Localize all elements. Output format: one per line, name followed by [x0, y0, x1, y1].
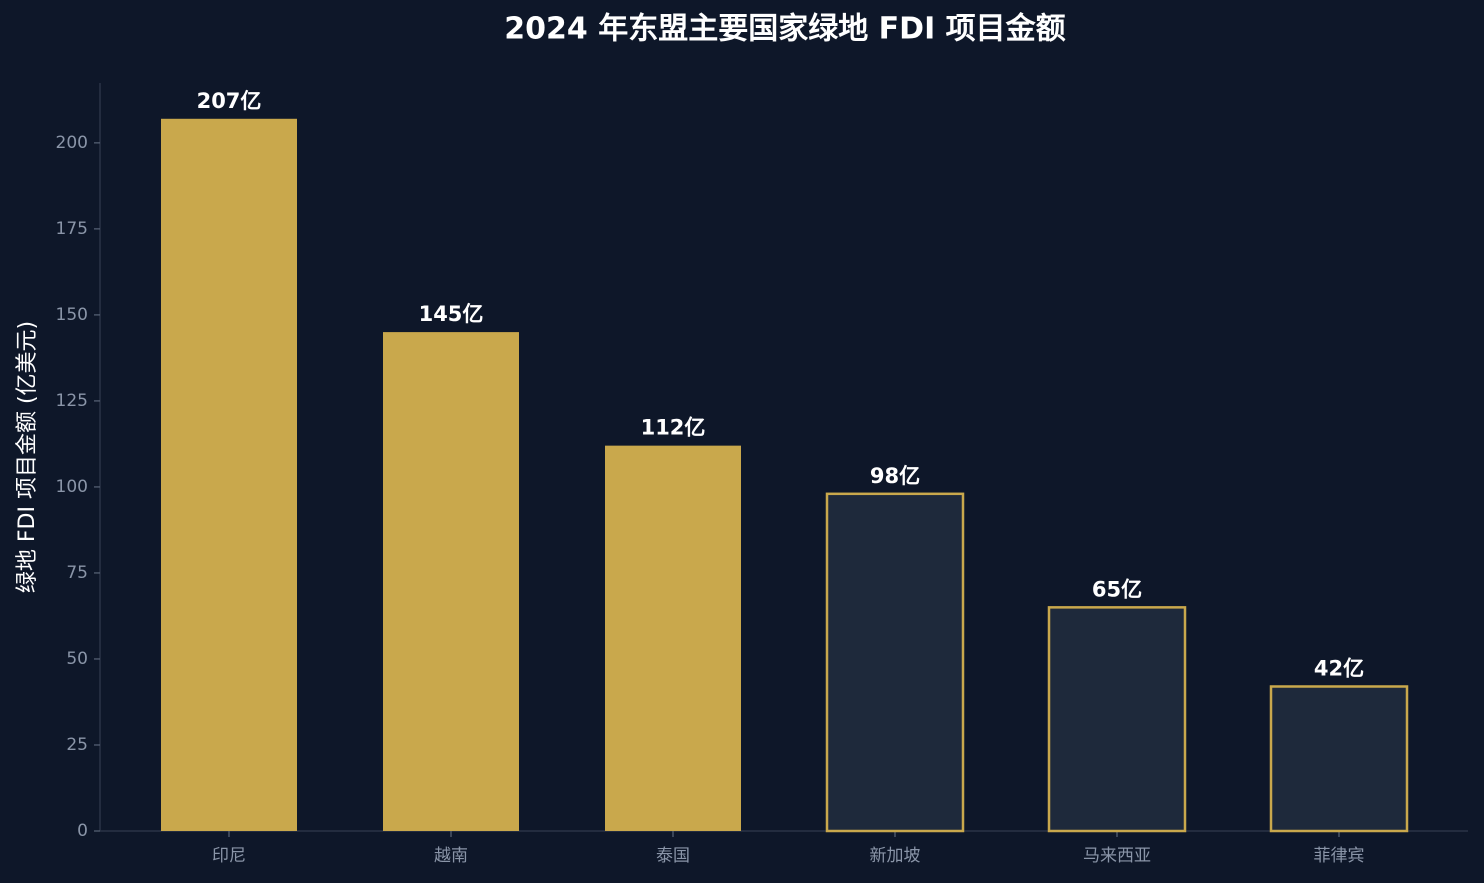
chart-title: 2024 年东盟主要国家绿地 FDI 项目金额 [504, 12, 1065, 47]
y-tick-label: 100 [56, 477, 88, 497]
bar [1047, 606, 1187, 833]
y-tick-label: 75 [66, 563, 88, 583]
x-tick-label: 马来西亚 [1083, 846, 1151, 866]
y-tick-label: 0 [77, 821, 88, 841]
bar [605, 445, 741, 831]
bar [1269, 685, 1409, 833]
y-axis-label: 绿地 FDI 项目金额 (亿美元) [15, 321, 40, 593]
y-tick-label: 175 [56, 219, 88, 239]
x-tick-label: 新加坡 [870, 846, 921, 866]
value-label: 65亿 [1092, 577, 1142, 601]
value-label: 207亿 [197, 89, 262, 113]
x-tick-label: 泰国 [656, 846, 690, 866]
value-label: 145亿 [419, 302, 484, 326]
value-label: 98亿 [870, 464, 920, 488]
x-tick-label: 越南 [434, 846, 468, 866]
bar [161, 118, 297, 831]
y-tick-label: 25 [66, 735, 88, 755]
value-label: 42亿 [1314, 656, 1364, 680]
bar [383, 332, 519, 831]
y-tick-label: 50 [66, 649, 88, 669]
y-tick-label: 125 [56, 391, 88, 411]
bar [825, 492, 965, 833]
value-label: 112亿 [641, 416, 706, 440]
x-tick-label: 印尼 [212, 846, 246, 866]
y-tick-label: 150 [56, 305, 88, 325]
x-tick-label: 菲律宾 [1314, 846, 1365, 866]
y-tick-label: 200 [56, 133, 88, 153]
